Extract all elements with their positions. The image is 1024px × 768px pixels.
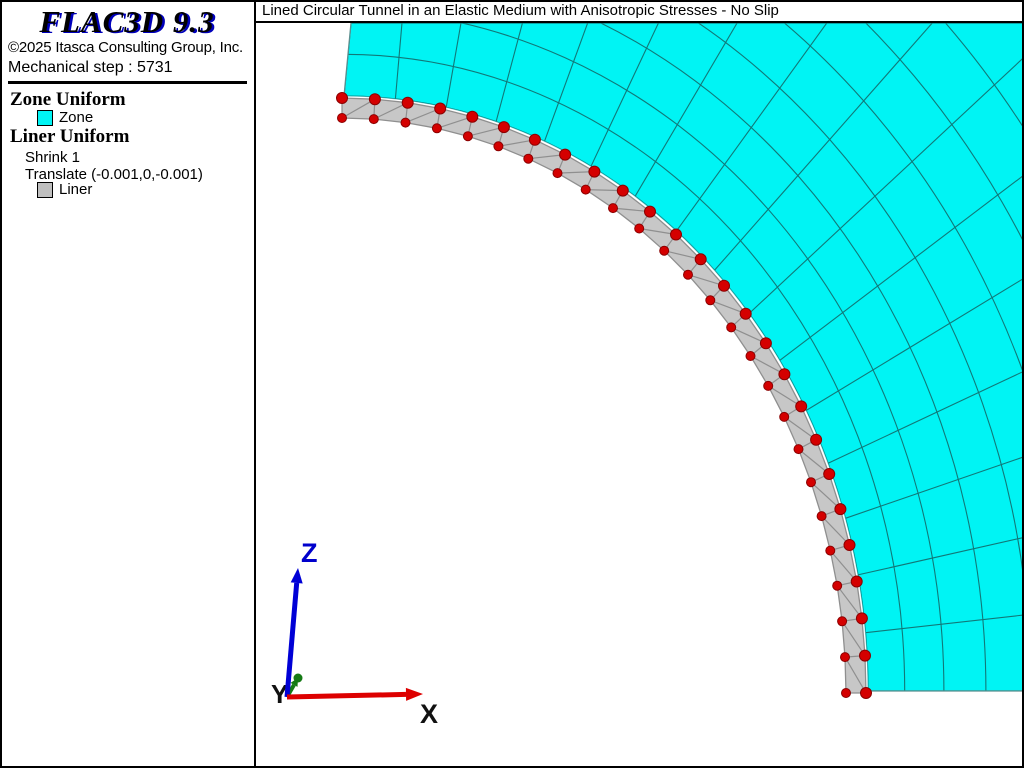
copyright-text: ©2025 Itasca Consulting Group, Inc.: [8, 39, 243, 56]
liner-node-dot: [826, 546, 835, 555]
liner-node-dot: [401, 118, 410, 127]
z-axis-arrow-head: [291, 568, 303, 584]
liner-node-dot: [617, 185, 628, 196]
axis-label-z: Z: [301, 538, 318, 568]
axis-triad: Y X Z: [271, 538, 438, 729]
legend-liner-shrink: Shrink 1: [25, 149, 80, 166]
liner-node-dot: [794, 445, 803, 454]
plot-title: Lined Circular Tunnel in an Elastic Medi…: [262, 2, 779, 19]
liner-node-dot: [432, 124, 441, 133]
liner-node-dot: [824, 469, 835, 480]
liner-node-dot: [861, 688, 872, 699]
liner-node-dot: [833, 581, 842, 590]
liner-node-dot: [844, 540, 855, 551]
liner-node-dot: [635, 224, 644, 233]
liner-node-dot: [842, 689, 851, 698]
liner-node-dot: [498, 122, 509, 133]
liner-node-dot: [695, 254, 706, 265]
liner-node-dot: [589, 166, 600, 177]
liner-node-dot: [494, 142, 503, 151]
liner-node-dot: [780, 412, 789, 421]
legend-zone-group-title: Zone Uniform: [10, 89, 126, 111]
liner-node-dot: [779, 369, 790, 380]
liner-node-dot: [719, 280, 730, 291]
liner-node-dot: [524, 154, 533, 163]
liner-node-dot: [369, 94, 380, 105]
zone-mesh: [344, 0, 1024, 691]
x-axis-arrow-shaft: [287, 694, 406, 697]
axis-label-x: X: [420, 699, 438, 729]
sidebar: FLAC3D 9.3 ©2025 Itasca Consulting Group…: [0, 0, 254, 768]
liner-node-dot: [740, 308, 751, 319]
axis-arrows: [287, 568, 423, 701]
legend-liner-translate: Translate (-0.001,0,-0.001): [25, 166, 203, 183]
app-logo: FLAC3D 9.3: [8, 4, 246, 40]
liner-node-dot: [860, 650, 871, 661]
liner-node-dot: [856, 613, 867, 624]
flac3d-window: FLAC3D 9.3 ©2025 Itasca Consulting Group…: [0, 0, 1024, 768]
liner-node-dot: [817, 512, 826, 521]
liner-node-dot: [467, 111, 478, 122]
liner-node-dot: [727, 323, 736, 332]
plot-title-bar: Lined Circular Tunnel in an Elastic Medi…: [254, 0, 1024, 23]
liner-node-dot: [338, 114, 347, 123]
liner-node-dot: [838, 617, 847, 626]
sidebar-divider: [8, 81, 247, 84]
liner-node-dot: [435, 103, 446, 114]
liner-node-dot: [760, 338, 771, 349]
liner-node-dot: [684, 270, 693, 279]
liner-node-dot: [581, 185, 590, 194]
model-view: Y X Z: [258, 0, 1024, 768]
liner-node-dot: [835, 504, 846, 515]
liner-node-dot: [645, 206, 656, 217]
liner-node-dot: [851, 576, 862, 587]
legend-liner-label: Liner: [59, 181, 92, 198]
liner-node-dot: [560, 149, 571, 160]
liner-node-dot: [529, 134, 540, 145]
liner-node-dot: [841, 653, 850, 662]
liner-node-dot: [369, 115, 378, 124]
liner-node-dot: [746, 352, 755, 361]
liner-node-dot: [706, 296, 715, 305]
liner-node-dot: [671, 229, 682, 240]
liner-node-dot: [609, 204, 618, 213]
liner-node-dot: [402, 97, 413, 108]
liner-node-dot: [811, 434, 822, 445]
legend-liner-swatch: [37, 182, 53, 198]
liner-node-dot: [337, 93, 348, 104]
liner-node-dot: [553, 169, 562, 178]
legend-zone-label: Zone: [59, 109, 93, 126]
y-axis-arrow-bulb: [294, 674, 303, 683]
mechanical-step-label: Mechanical step : 5731: [8, 59, 173, 77]
liner-node-dot: [660, 246, 669, 255]
liner-node-dot: [764, 381, 773, 390]
liner-node-dot: [796, 401, 807, 412]
legend-zone-swatch: [37, 110, 53, 126]
viewport: Y X Z: [254, 0, 1024, 768]
legend-liner-group-title: Liner Uniform: [10, 126, 129, 148]
liner-node-dot: [463, 132, 472, 141]
liner-node-dot: [807, 478, 816, 487]
